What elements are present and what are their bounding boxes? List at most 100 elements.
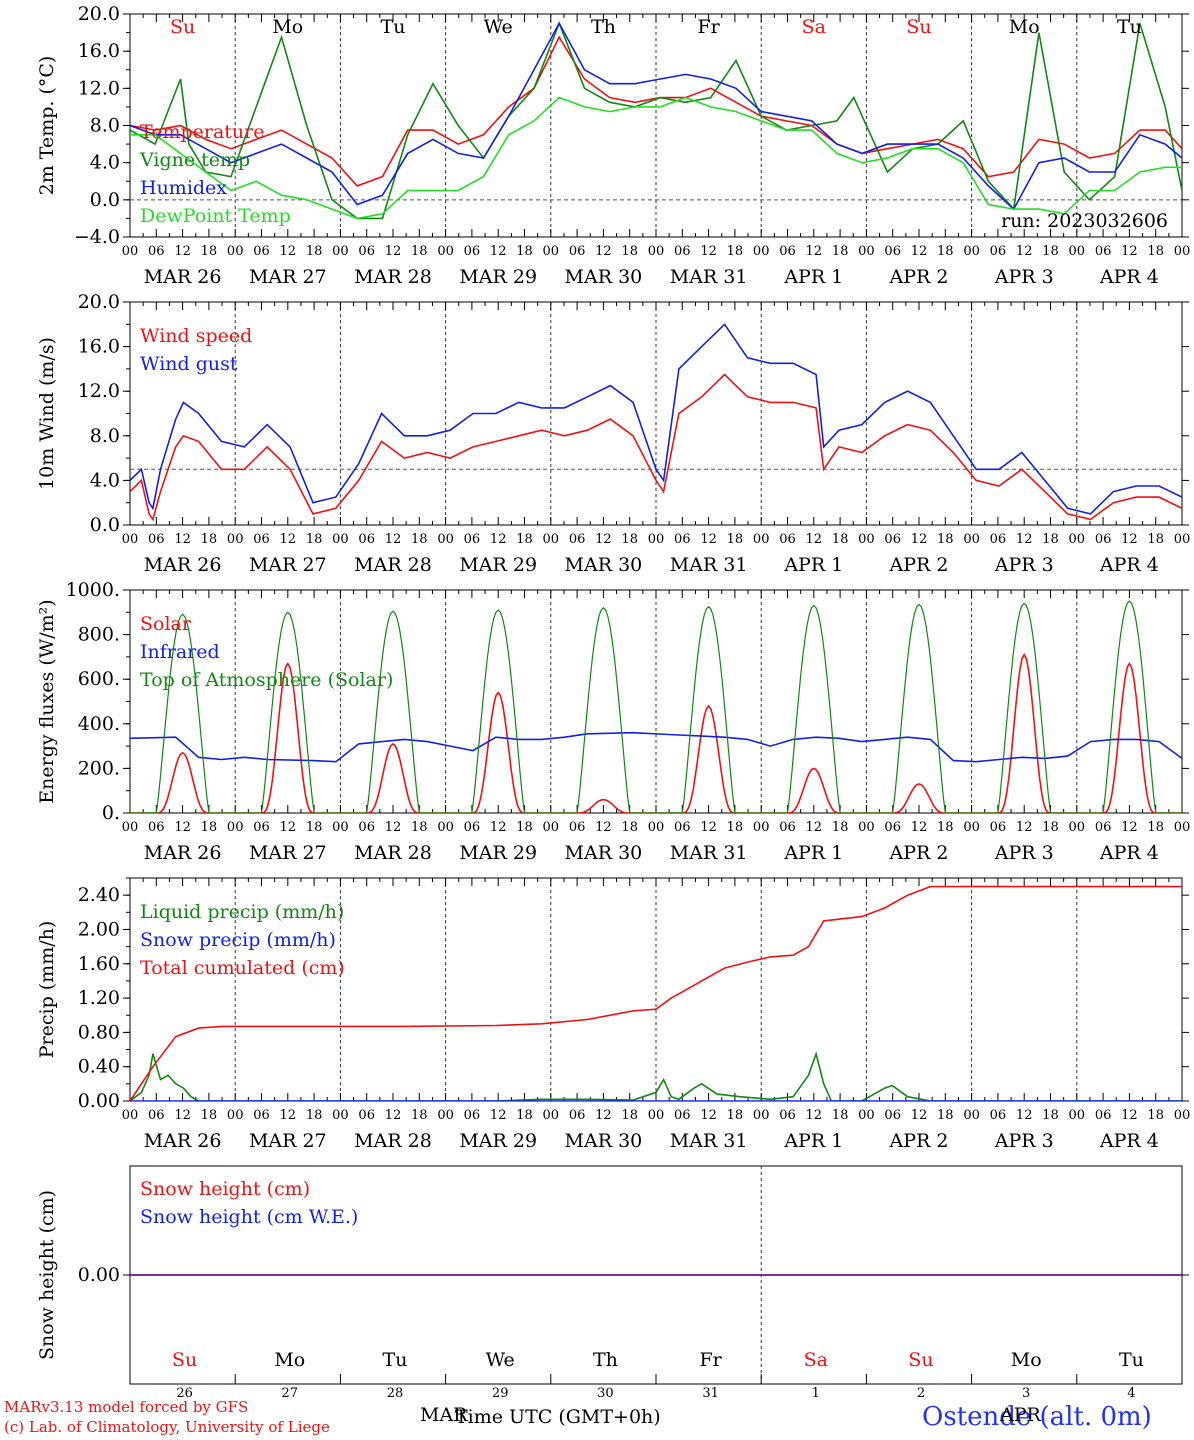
x-hour-label: 12 — [1016, 1108, 1033, 1123]
x-hour-label: 06 — [674, 820, 691, 835]
x-date-label: MAR 29 — [459, 1130, 537, 1152]
x-hour-label: 06 — [779, 1108, 796, 1123]
x-hour-label: 12 — [385, 1108, 402, 1123]
x-hour-label: 18 — [516, 820, 533, 835]
x-date-label: APR 3 — [994, 1130, 1054, 1152]
x-hour-label: 06 — [358, 820, 375, 835]
date-number: 4 — [1127, 1386, 1135, 1401]
x-date-label: MAR 28 — [354, 1130, 432, 1152]
x-hour-label: 06 — [884, 532, 901, 547]
x-hour-label: 12 — [806, 244, 823, 259]
x-hour-label: 06 — [569, 1108, 586, 1123]
y-tick-label: 20.0 — [78, 291, 120, 313]
x-hour-label: 12 — [700, 532, 717, 547]
x-hour-label: 18 — [832, 244, 849, 259]
x-hour-label: 00 — [543, 820, 560, 835]
x-hour-label: 00 — [332, 820, 349, 835]
series-line-energy-2 — [130, 600, 1182, 813]
legend-entry: Infrared — [140, 641, 220, 663]
y-tick-label: 16.0 — [78, 40, 120, 62]
legend-entry: Snow height (cm W.E.) — [140, 1206, 358, 1228]
x-hour-label: 18 — [727, 244, 744, 259]
x-hour-label: 18 — [306, 1108, 323, 1123]
x-hour-label: 12 — [595, 1108, 612, 1123]
x-hour-label: 12 — [385, 244, 402, 259]
legend-entry: Wind speed — [140, 325, 252, 347]
x-date-label: APR 2 — [889, 1130, 949, 1152]
legend-entry: Snow height (cm) — [140, 1178, 310, 1200]
x-date-label: APR 4 — [1099, 842, 1159, 864]
y-tick-label: −4.0 — [74, 226, 120, 248]
x-hour-label: 18 — [201, 244, 218, 259]
x-hour-label: 12 — [1016, 244, 1033, 259]
day-label: Su — [172, 1349, 197, 1371]
x-hour-label: 12 — [385, 532, 402, 547]
day-label: Fr — [697, 16, 720, 38]
x-date-label: APR 4 — [1099, 554, 1159, 576]
day-label: Su — [906, 16, 931, 38]
date-number: 29 — [492, 1386, 509, 1401]
x-hour-label: 12 — [911, 244, 928, 259]
x-hour-label: 18 — [411, 532, 428, 547]
x-hour-label: 18 — [516, 532, 533, 547]
x-hour-label: 18 — [1147, 244, 1164, 259]
y-axis-label: Precip (mm/h) — [36, 921, 58, 1059]
x-hour-label: 12 — [1121, 820, 1138, 835]
day-label: Su — [908, 1349, 933, 1371]
legend-entry: Total cumulated (cm) — [140, 957, 345, 979]
x-hour-label: 06 — [674, 1108, 691, 1123]
y-tick-label: 1000. — [66, 579, 120, 601]
y-tick-label: 0.0 — [90, 189, 120, 211]
date-number: 27 — [282, 1386, 299, 1401]
y-tick-label: 8.0 — [90, 115, 120, 137]
x-hour-label: 12 — [1121, 532, 1138, 547]
x-hour-label: 00 — [858, 244, 875, 259]
x-hour-label: 12 — [280, 820, 297, 835]
x-date-label: MAR 29 — [459, 266, 537, 288]
x-hour-label: 06 — [253, 820, 270, 835]
day-label: Tu — [1119, 1349, 1144, 1371]
x-date-label: APR 3 — [994, 266, 1054, 288]
x-hour-label: 00 — [332, 532, 349, 547]
panel-energy — [123, 589, 1189, 814]
x-date-label: MAR 30 — [565, 266, 643, 288]
x-hour-label: 12 — [806, 532, 823, 547]
x-hour-label: 18 — [516, 1108, 533, 1123]
x-hour-label: 18 — [306, 532, 323, 547]
x-hour-label: 12 — [806, 1108, 823, 1123]
panel-precip — [123, 877, 1189, 1102]
x-axis-month-label: MAR — [420, 1404, 468, 1426]
x-hour-label: 18 — [937, 532, 954, 547]
x-hour-label: 00 — [963, 244, 980, 259]
y-tick-label: 200. — [78, 757, 120, 779]
x-hour-label: 12 — [1016, 820, 1033, 835]
x-date-label: APR 1 — [783, 1130, 843, 1152]
series-line-energy-0 — [130, 653, 1182, 813]
legend-entry: Temperature — [140, 121, 264, 143]
y-tick-label: 1.20 — [78, 987, 120, 1009]
x-hour-label: 18 — [621, 532, 638, 547]
x-hour-label: 00 — [437, 244, 454, 259]
y-tick-label: 2.40 — [78, 884, 120, 906]
x-hour-label: 06 — [358, 244, 375, 259]
panel-wind — [123, 301, 1189, 526]
y-tick-label: 0.40 — [78, 1056, 120, 1078]
x-hour-label: 00 — [227, 820, 244, 835]
x-hour-label: 00 — [227, 532, 244, 547]
x-hour-label: 00 — [648, 820, 665, 835]
x-hour-label: 00 — [122, 1108, 139, 1123]
series-line-temp-3 — [130, 96, 1182, 220]
legend-entry: Humidex — [140, 177, 227, 199]
legend-entry: Wind gust — [140, 353, 238, 375]
x-hour-label: 00 — [1069, 244, 1086, 259]
x-hour-label: 06 — [884, 244, 901, 259]
x-hour-label: 18 — [306, 244, 323, 259]
x-hour-label: 12 — [911, 820, 928, 835]
x-hour-label: 00 — [1069, 1108, 1086, 1123]
x-hour-label: 00 — [858, 532, 875, 547]
day-label: Mo — [1009, 16, 1040, 38]
x-date-label: APR 1 — [783, 842, 843, 864]
x-hour-label: 18 — [411, 1108, 428, 1123]
x-hour-label: 00 — [648, 1108, 665, 1123]
x-hour-label: 06 — [1095, 532, 1112, 547]
